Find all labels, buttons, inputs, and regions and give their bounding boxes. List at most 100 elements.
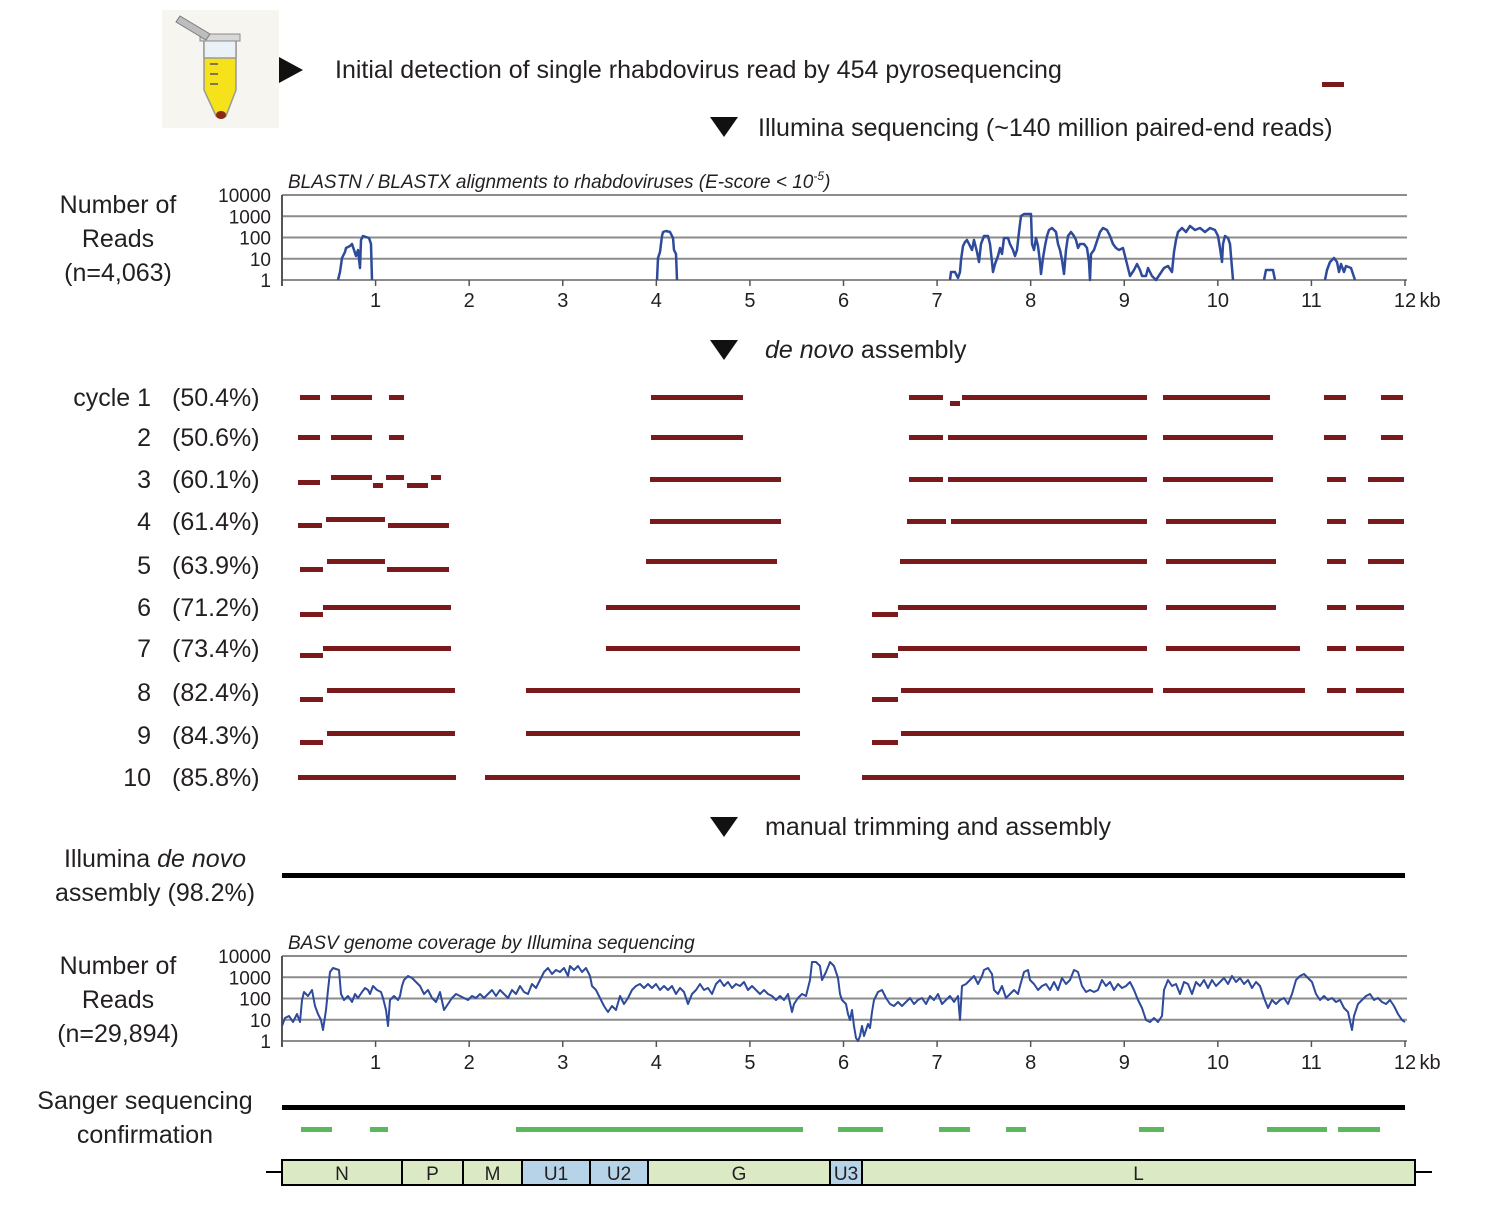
contig-bar <box>901 688 1153 693</box>
contig-bar <box>388 523 449 528</box>
contig-bar <box>948 435 1147 440</box>
contig-bar <box>526 731 800 736</box>
contig-bar <box>951 519 1147 524</box>
contig-bar <box>650 519 781 524</box>
contig-bar <box>1166 605 1276 610</box>
x-tick-label: 5 <box>744 290 755 312</box>
single-read-mark <box>1322 82 1344 87</box>
contig-bar <box>909 395 943 400</box>
gene-box <box>589 1159 649 1186</box>
contig-bar <box>651 395 743 400</box>
blast-trace <box>948 212 1235 282</box>
cycle-coverage-percent: (71.2%) <box>172 594 260 622</box>
contig-bar <box>898 646 1147 651</box>
sanger-segment <box>516 1127 803 1132</box>
contig-bar <box>651 435 743 440</box>
genome-map: N P M U1 U2 G U3 L <box>266 1159 1432 1186</box>
contig-bar <box>872 612 898 617</box>
y-tick-label: 10000 <box>218 186 271 207</box>
cycle-coverage-percent: (82.4%) <box>172 679 260 707</box>
sanger-label-line2: confirmation <box>77 1121 213 1149</box>
blast-ylabel-line3: (n=4,063) <box>64 259 172 287</box>
contig-bar <box>1163 688 1305 693</box>
x-tick-label: 3 <box>557 290 568 312</box>
blast-trace <box>655 229 679 281</box>
cycle-coverage-percent: (73.4%) <box>172 635 260 663</box>
contig-bar <box>1368 559 1404 564</box>
contig-bar <box>298 523 322 528</box>
gene-label: G <box>732 1164 747 1185</box>
x-tick-label: 10 <box>1207 1052 1229 1074</box>
cycle-label: 6 <box>137 594 151 622</box>
step-illumina-text: Illumina sequencing (~140 million paired… <box>758 114 1333 142</box>
illumina-assembly-label-line1: Illumina de novo <box>64 845 246 873</box>
gene-box <box>861 1159 1416 1186</box>
cycle-label: 5 <box>137 552 151 580</box>
contig-bar <box>300 395 320 400</box>
contig-bar <box>526 688 800 693</box>
contig-bar <box>300 653 323 658</box>
x-tick-label: 11 <box>1301 290 1322 312</box>
y-tick-label: 1000 <box>229 207 271 228</box>
x-tick-label: 9 <box>1119 290 1130 312</box>
x-tick-label: 6 <box>838 290 849 312</box>
contig-bar <box>298 480 320 485</box>
blast-ylabel-line1: Number of <box>60 191 177 219</box>
contig-bar <box>1356 605 1404 610</box>
contig-bar <box>1163 395 1270 400</box>
contig-bar <box>872 697 898 702</box>
contig-bar <box>300 612 323 617</box>
cycle-label: 9 <box>137 722 151 750</box>
x-tick-label: 4 <box>651 290 662 312</box>
contig-bar <box>872 740 898 745</box>
contig-bar <box>485 775 800 780</box>
contig-bar <box>862 775 1404 780</box>
contig-bar <box>323 646 451 651</box>
sample-tube-icon <box>162 10 279 128</box>
contig-bar <box>650 477 781 482</box>
cycle-coverage-percent: (60.1%) <box>172 466 260 494</box>
gene-label: L <box>1133 1164 1144 1185</box>
cycle-label: cycle 1 <box>73 384 151 412</box>
x-tick-label: 11 <box>1301 1052 1322 1074</box>
x-tick-label: 4 <box>651 1052 662 1074</box>
contig-bar <box>1166 559 1276 564</box>
cycle-coverage-percent: (63.9%) <box>172 552 260 580</box>
cycle-coverage-percent: (84.3%) <box>172 722 260 750</box>
cycle-label: 7 <box>137 635 151 663</box>
x-tick-label: 3 <box>557 1052 568 1074</box>
x-unit-label: kb <box>1419 1052 1440 1074</box>
cycle-label: 3 <box>137 466 151 494</box>
coverage-trace <box>281 961 1406 1042</box>
right-arrow-icon <box>279 57 303 83</box>
gene-label: N <box>335 1164 349 1185</box>
contig-bar <box>298 435 320 440</box>
sanger-segment <box>1139 1127 1164 1132</box>
contig-bar <box>962 395 1147 400</box>
contig-bar <box>646 559 777 564</box>
sanger-segment <box>1267 1127 1327 1132</box>
x-tick-label: 1 <box>370 1052 381 1074</box>
contig-bar <box>327 559 385 564</box>
contig-bar <box>1356 646 1404 651</box>
contig-bar <box>300 567 323 572</box>
y-tick-label: 100 <box>239 990 271 1011</box>
x-tick-label: 9 <box>1119 1052 1130 1074</box>
contig-bar <box>1327 688 1346 693</box>
x-tick-label: 7 <box>932 1052 943 1074</box>
sanger-segment <box>301 1127 332 1132</box>
contig-bar <box>1327 559 1346 564</box>
contig-bar <box>872 653 898 658</box>
sanger-segment <box>1006 1127 1026 1132</box>
blast-trace <box>336 234 374 281</box>
sanger-segment <box>939 1127 970 1132</box>
gene-box <box>647 1159 831 1186</box>
contig-bar <box>1163 477 1273 482</box>
contig-bar <box>331 435 372 440</box>
contig-bar <box>389 395 404 400</box>
y-tick-label: 1 <box>260 1032 271 1053</box>
contig-bar <box>1368 519 1404 524</box>
contig-bar <box>1166 646 1300 651</box>
